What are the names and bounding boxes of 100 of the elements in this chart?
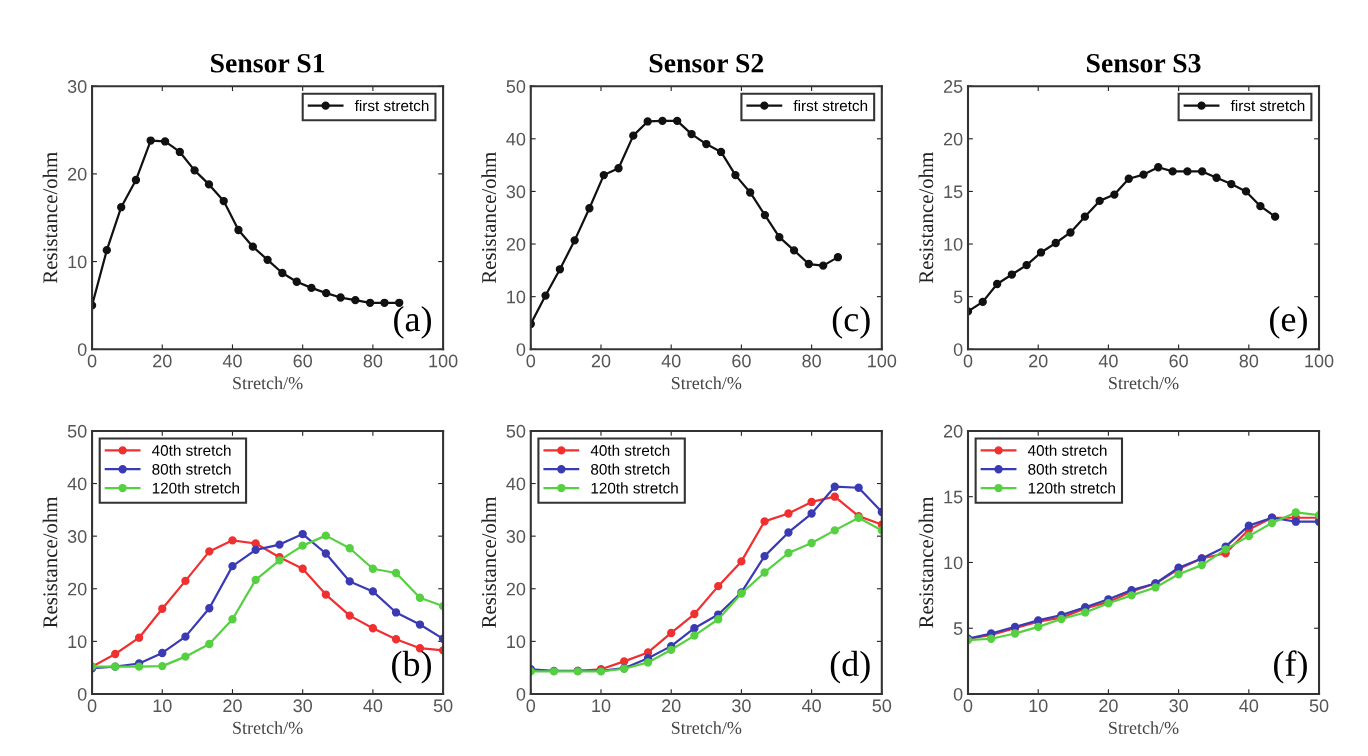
x-tick-label: 80 — [363, 354, 383, 368]
x-tick-label: 100 — [868, 354, 897, 368]
y-tick-label: 5 — [953, 290, 963, 304]
y-tick-label: 25 — [943, 80, 963, 93]
x-tick-label: 30 — [1169, 699, 1188, 713]
legend-label: 80th stretch — [591, 463, 670, 475]
legend-label: first stretch — [793, 99, 868, 112]
x-tick-label: 10 — [153, 699, 172, 713]
y-tick-label: 20 — [943, 132, 963, 146]
x-tick-label: 30 — [732, 699, 751, 713]
x-tick-label: 20 — [662, 699, 681, 713]
legend-label: 40th stretch — [152, 444, 231, 456]
x-tick-label: 40 — [363, 699, 383, 713]
x-tick-label: 0 — [526, 699, 536, 713]
x-tick-label: 60 — [293, 354, 313, 368]
x-tick-label: 0 — [963, 354, 973, 368]
y-tick-label: 20 — [506, 582, 526, 596]
y-axis-title: Resistance/ohm — [481, 152, 497, 284]
x-axis-title: Stretch/% — [233, 721, 303, 735]
annotation: (a) — [394, 306, 431, 339]
x-tick-label: 100 — [429, 354, 458, 368]
legend-label: 80th stretch — [1028, 463, 1107, 475]
y-tick-label: 30 — [506, 530, 526, 543]
y-tick-label: 0 — [77, 343, 87, 356]
y-tick-label: 10 — [944, 237, 963, 251]
chart-title: Sensor S1 — [211, 53, 325, 73]
x-tick-label: 10 — [592, 699, 611, 713]
x-axis-title: Stretch/% — [671, 721, 742, 735]
x-tick-label: 60 — [732, 354, 751, 368]
y-tick-label: 0 — [953, 687, 963, 701]
y-tick-label: 20 — [68, 167, 87, 181]
x-tick-label: 50 — [872, 699, 892, 713]
x-tick-label: 0 — [87, 699, 97, 713]
y-tick-label: 10 — [68, 635, 87, 649]
y-tick-label: 10 — [507, 635, 526, 649]
annotation: (d) — [830, 650, 870, 684]
legend-label: first stretch — [1230, 99, 1305, 112]
y-tick-label: 5 — [953, 622, 963, 635]
y-tick-label: 0 — [77, 687, 87, 701]
y-tick-label: 10 — [944, 556, 963, 570]
x-tick-label: 20 — [1099, 699, 1118, 713]
x-tick-label: 20 — [223, 699, 242, 713]
x-tick-label: 0 — [526, 354, 536, 368]
annotation: (c) — [832, 306, 870, 339]
x-axis-title: Stretch/% — [233, 376, 303, 390]
y-tick-label: 50 — [67, 424, 87, 438]
x-tick-label: 80 — [1239, 354, 1259, 368]
chart-title: Sensor S3 — [1086, 53, 1201, 73]
y-tick-label: 15 — [944, 185, 963, 199]
y-tick-label: 20 — [68, 582, 87, 596]
x-tick-label: 60 — [1169, 354, 1188, 368]
y-tick-label: 10 — [68, 255, 87, 269]
x-tick-label: 20 — [1029, 354, 1048, 368]
legend-label: first stretch — [354, 99, 429, 112]
annotation: (e) — [1270, 306, 1307, 339]
y-tick-label: 0 — [516, 687, 526, 701]
y-tick-label: 10 — [507, 290, 526, 304]
y-axis-title: Resistance/ohm — [481, 496, 497, 628]
x-tick-label: 0 — [87, 354, 97, 368]
y-tick-label: 0 — [516, 343, 526, 356]
legend-label: 120th stretch — [591, 482, 678, 494]
y-tick-label: 40 — [506, 132, 526, 146]
x-tick-label: 20 — [153, 354, 172, 368]
y-tick-label: 40 — [67, 477, 87, 491]
x-tick-label: 20 — [591, 354, 611, 368]
x-tick-label: 0 — [963, 699, 973, 713]
x-axis-title: Stretch/% — [1109, 376, 1179, 390]
annotation: (f) — [1274, 650, 1307, 684]
legend-label: 40th stretch — [1027, 444, 1107, 456]
x-tick-label: 50 — [1309, 699, 1329, 713]
x-tick-label: 40 — [1239, 699, 1259, 713]
annotation: (b) — [392, 650, 431, 684]
y-axis-title: Resistance/ohm — [42, 152, 58, 284]
y-tick-label: 30 — [506, 185, 526, 199]
x-tick-label: 30 — [293, 699, 313, 713]
y-tick-label: 15 — [944, 490, 963, 504]
y-axis-title: Resistance/ohm — [918, 496, 934, 628]
legend-label: 120th stretch — [152, 482, 239, 494]
legend-label: 40th stretch — [590, 444, 670, 456]
x-tick-label: 40 — [801, 699, 821, 713]
y-tick-label: 0 — [953, 343, 963, 356]
y-tick-label: 30 — [67, 80, 87, 93]
legend-label: 120th stretch — [1028, 482, 1115, 494]
x-tick-label: 40 — [222, 354, 242, 368]
legend-label: 80th stretch — [152, 463, 231, 475]
x-tick-label: 10 — [1029, 699, 1048, 713]
y-tick-label: 50 — [506, 80, 526, 93]
y-tick-label: 40 — [506, 477, 526, 491]
x-tick-label: 80 — [802, 354, 821, 368]
x-axis-title: Stretch/% — [671, 376, 742, 390]
x-axis-title: Stretch/% — [1109, 721, 1179, 735]
y-tick-label: 20 — [943, 424, 963, 438]
y-axis-title: Resistance/ohm — [918, 152, 934, 284]
y-tick-label: 20 — [506, 237, 526, 251]
x-tick-label: 100 — [1305, 354, 1334, 368]
x-tick-label: 40 — [1098, 354, 1118, 368]
x-tick-label: 40 — [661, 354, 681, 368]
chart-title: Sensor S2 — [649, 53, 764, 73]
y-tick-label: 50 — [506, 424, 526, 438]
x-tick-label: 50 — [433, 699, 453, 713]
